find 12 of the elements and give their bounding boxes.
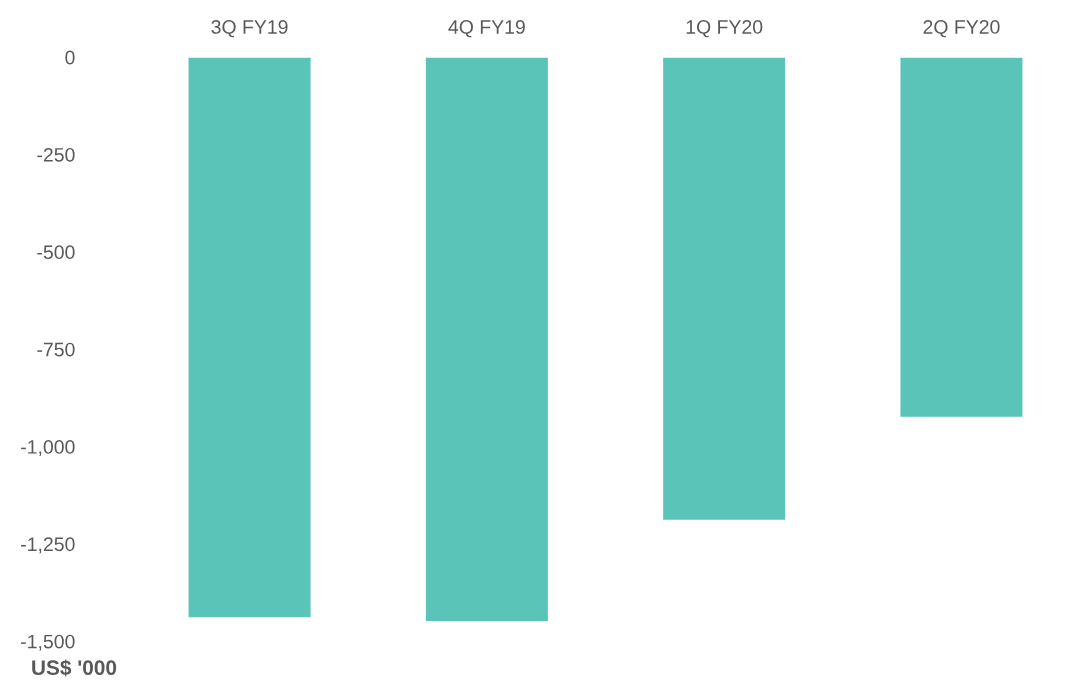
y-axis-title: US$ '000 bbox=[32, 659, 117, 677]
x-tick-label: 4Q FY19 bbox=[448, 20, 525, 38]
y-tick-label: -1,250 bbox=[21, 537, 75, 554]
y-tick-label: -500 bbox=[37, 245, 75, 260]
x-tick-label: 2Q FY20 bbox=[923, 20, 1000, 38]
y-tick-label: -1,500 bbox=[21, 634, 75, 651]
x-tick-label: 3Q FY19 bbox=[211, 20, 288, 38]
y-tick-label: -1,000 bbox=[21, 440, 75, 457]
y-tick-label: -750 bbox=[37, 342, 75, 357]
y-tick-label: -250 bbox=[37, 147, 75, 162]
y-tick-label: 0 bbox=[65, 50, 75, 65]
x-tick-label: 1Q FY20 bbox=[686, 20, 763, 38]
